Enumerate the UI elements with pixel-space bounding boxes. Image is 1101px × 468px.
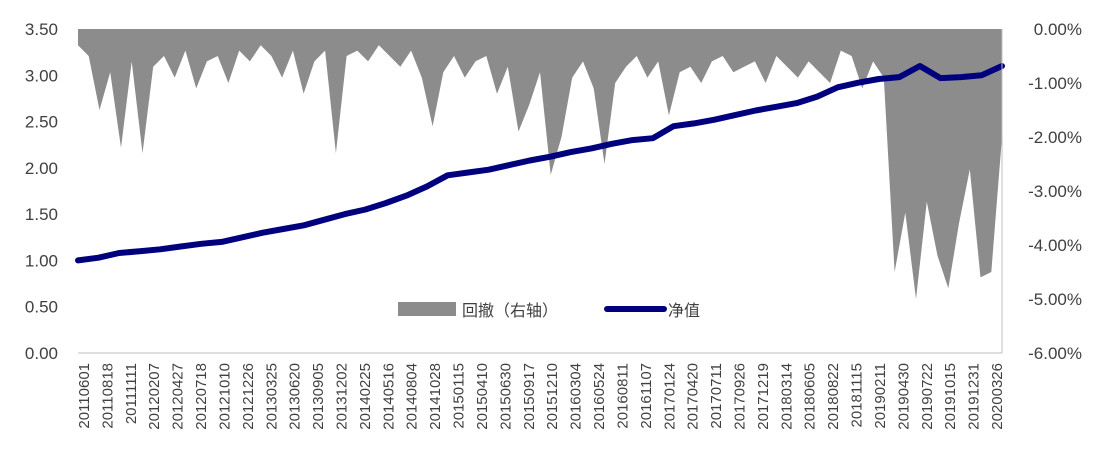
- x-tick-label: 20120718: [193, 363, 210, 430]
- x-tick-label: 20150410: [474, 363, 491, 430]
- x-tick-label: 20180314: [778, 363, 795, 430]
- x-tick-label: 20130325: [263, 363, 280, 430]
- legend-label-nav: 净值: [668, 302, 700, 320]
- x-tick-label: 20130620: [287, 363, 304, 430]
- left-tick-label: 3.50: [25, 20, 58, 39]
- right-tick-label: -3.00%: [1028, 182, 1082, 201]
- x-axis-ticks: 20110601 20110818 20111111 20120207 20120427…: [76, 363, 1006, 430]
- x-tick-label: 20161107: [638, 363, 655, 429]
- right-axis-ticks: 0.00% -1.00% -2.00% -3.00% -4.00% -5.00% -6.00…: [1028, 20, 1082, 363]
- x-tick-label: 20130905: [310, 363, 327, 430]
- x-tick-label: 20150115: [451, 363, 468, 429]
- x-tick-label: 20190722: [919, 363, 936, 430]
- x-tick-label: 20170926: [732, 363, 749, 430]
- x-tick-label: 20110601: [76, 363, 93, 429]
- x-tick-label: 20150917: [521, 363, 538, 430]
- left-tick-label: 2.00: [25, 159, 58, 178]
- x-tick-label: 20131202: [334, 363, 351, 430]
- x-tick-label: 20170124: [661, 363, 678, 430]
- right-tick-label: -2.00%: [1028, 128, 1082, 147]
- left-tick-label: 2.50: [25, 113, 58, 132]
- right-tick-label: -5.00%: [1028, 290, 1082, 309]
- x-tick-label: 20180605: [802, 363, 819, 430]
- x-tick-label: 20200326: [989, 363, 1006, 430]
- legend-label-drawdown: 回撤（右轴）: [462, 302, 558, 320]
- x-tick-label: 20160524: [591, 363, 608, 430]
- x-tick-label: 20150630: [497, 363, 514, 430]
- x-tick-label: 20190430: [895, 363, 912, 430]
- left-tick-label: 1.00: [25, 251, 58, 270]
- x-tick-label: 20191231: [966, 363, 983, 430]
- x-tick-label: 20160304: [568, 363, 585, 430]
- x-tick-label: 20160811: [614, 363, 631, 429]
- legend-swatch-drawdown: [398, 302, 456, 316]
- x-tick-label: 20191015: [942, 363, 959, 430]
- legend: 回撤（右轴） 净值: [398, 302, 700, 320]
- right-tick-label: -4.00%: [1028, 236, 1082, 255]
- nav-line-layer: [75, 63, 1005, 264]
- axes: [78, 29, 1003, 354]
- x-tick-label: 20121010: [217, 363, 234, 430]
- right-tick-label: -6.00%: [1028, 344, 1082, 363]
- right-tick-label: -1.00%: [1028, 74, 1082, 93]
- x-tick-label: 20140804: [404, 363, 421, 430]
- drawdown-area: [78, 29, 1002, 299]
- x-tick-label: 20140516: [380, 363, 397, 430]
- nav-line: [75, 63, 1005, 264]
- x-tick-label: 20171219: [755, 363, 772, 430]
- x-tick-label: 20190211: [872, 363, 889, 429]
- x-tick-label: 20120427: [170, 363, 187, 430]
- left-axis-ticks: 3.50 3.00 2.50 2.00 1.50 1.00 0.50 0.00: [25, 20, 58, 363]
- left-tick-label: 0.50: [25, 298, 58, 317]
- x-tick-label: 20170711: [708, 363, 725, 429]
- left-tick-label: 3.00: [25, 66, 58, 85]
- x-tick-label: 20120207: [146, 363, 163, 430]
- x-tick-label: 20121226: [240, 363, 257, 430]
- x-tick-label: 20111111: [123, 363, 140, 424]
- left-tick-label: 0.00: [25, 344, 58, 363]
- x-tick-label: 20180822: [825, 363, 842, 430]
- x-tick-label: 20141028: [427, 363, 444, 430]
- left-tick-label: 1.50: [25, 205, 58, 224]
- x-tick-label: 20181115: [849, 363, 866, 428]
- drawdown-area-layer: [78, 29, 1002, 299]
- x-tick-label: 20110818: [99, 363, 116, 429]
- x-tick-label: 20140225: [357, 363, 374, 430]
- x-tick-label: 20170420: [685, 363, 702, 430]
- x-tick-label: 20151210: [544, 363, 561, 430]
- right-tick-label: 0.00%: [1034, 20, 1082, 39]
